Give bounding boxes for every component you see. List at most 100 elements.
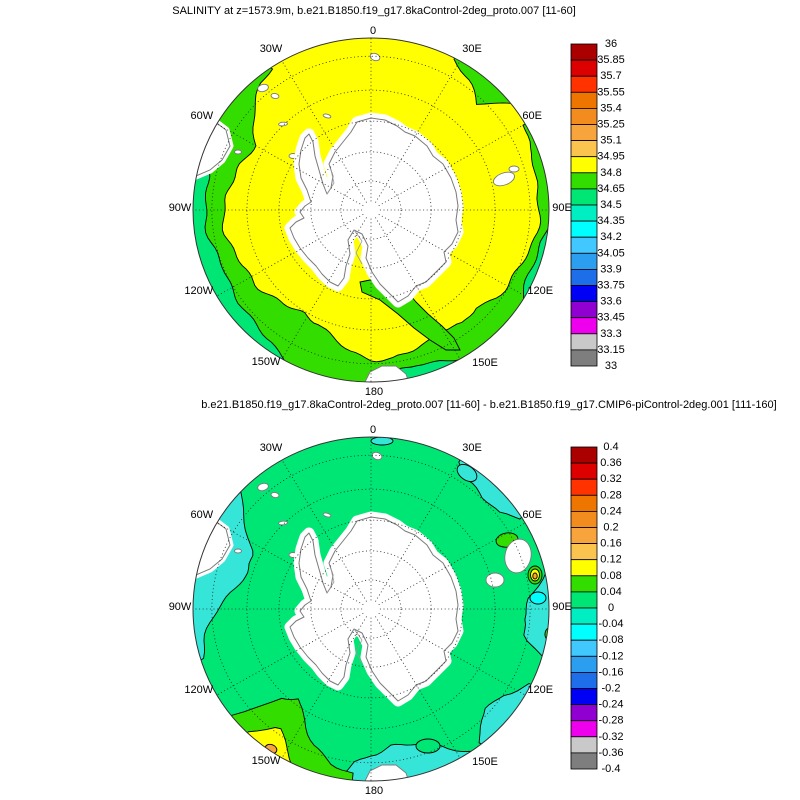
latitude-circle [246, 488, 496, 730]
colorbar-tick-label: 33.3 [600, 328, 621, 340]
colorbar-tick-label: -0.04 [598, 618, 623, 630]
colorbar-swatch [570, 720, 598, 738]
colorbar-tick-label: 0.28 [600, 489, 621, 501]
longitude-label: 180 [365, 785, 383, 797]
meridian-line [375, 459, 461, 602]
longitude-label: 60W [190, 110, 213, 122]
colorbar-swatch [570, 672, 598, 689]
new-zealand-mask [363, 365, 411, 382]
colorbar-tick-label: 35.4 [600, 102, 621, 114]
colorbar-tick-label: 33 [605, 360, 617, 372]
longitude-label: 0 [370, 25, 376, 37]
island [508, 165, 520, 173]
colorbar-swatch [570, 575, 598, 593]
longitude-label: 30W [260, 43, 283, 55]
colorbar-swatch [570, 172, 598, 190]
ice-shelf-edge [326, 169, 335, 195]
colorbar-tick-label: 34.95 [597, 151, 625, 163]
colorbar-swatch [570, 655, 598, 673]
meridian-line [281, 616, 367, 759]
ice-shelf-edge [353, 229, 363, 265]
colorbar-swatch [570, 108, 598, 125]
longitude-label: 120W [184, 684, 213, 696]
colorbar-tick-label: 36 [605, 38, 617, 50]
colorbar-tick-label: -0.28 [598, 715, 623, 727]
map-top: 0 30E 60E 90E 120E 150E 180 150W 120W 90W 60W 30W [169, 25, 572, 398]
contour-patch [532, 572, 538, 580]
colorbar-tick-label: 0.32 [600, 473, 621, 485]
latitude-circle [211, 55, 531, 365]
colorbar-swatch [570, 156, 598, 174]
longitude-label: 90W [169, 202, 192, 214]
meridian-line [375, 60, 461, 203]
colorbar-tick-label: -0.12 [598, 650, 623, 662]
longitude-label: 0 [370, 424, 376, 436]
longitude-label: 90W [169, 601, 192, 613]
panel-title-top: SALINITY at z=1573.9m, b.e21.B1850.f19_g… [172, 5, 576, 17]
longitude-label: 60E [522, 509, 542, 521]
colorbar-swatch [570, 285, 598, 303]
colorbar-tick-label: -0.36 [598, 747, 623, 759]
colorbar-swatch [570, 494, 598, 512]
colorbar-swatch [570, 91, 598, 109]
colorbar-tick-label: 0.04 [600, 586, 621, 598]
island [485, 572, 505, 588]
colorbar-swatch [570, 140, 598, 158]
colorbar-tick-label: 35.1 [600, 135, 621, 147]
colorbar-swatch [570, 704, 598, 722]
island [278, 520, 288, 526]
colorbar-tick-label: -0.08 [598, 634, 623, 646]
ice-shelf-edge [353, 628, 363, 664]
colorbar-swatch [570, 268, 598, 286]
island [493, 171, 515, 187]
colorbar-tick-label: 34.65 [597, 183, 625, 195]
longitude-label: 60E [522, 110, 542, 122]
colorbar-tick-label: -0.16 [598, 666, 623, 678]
longitude-label: 150E [472, 357, 498, 369]
colorbar-tick-label: 0.08 [600, 570, 621, 582]
island [322, 113, 332, 119]
latitude-circle [340, 180, 402, 240]
colorbar-swatch [570, 559, 598, 577]
colorbar-top: 36 35.85 35.7 35.55 35.4 35.25 35.1 34.95 34.8 34… [570, 38, 625, 372]
colorbar-tick-label: 33.9 [600, 263, 621, 275]
new-zealand-mask [363, 764, 411, 781]
colorbar-swatch [570, 446, 598, 464]
colorbar-swatch [570, 736, 598, 754]
latitude-circle [211, 454, 531, 764]
colorbar-swatch [570, 252, 598, 270]
colorbar-swatch [570, 688, 598, 706]
colorbar-swatch [570, 543, 598, 561]
colorbar-swatch [570, 43, 598, 61]
longitude-label: 150W [252, 356, 281, 368]
colorbar-tick-label: 35.85 [597, 54, 625, 66]
colorbar-swatch [570, 462, 598, 480]
longitude-label: 30E [462, 43, 482, 55]
colorbar-tick-label: 0 [608, 602, 614, 614]
colorbar-swatch [570, 204, 598, 222]
colorbar-swatch [570, 349, 598, 367]
colorbar-swatch [570, 188, 598, 206]
meridian-line [281, 217, 367, 360]
colorbar-swatch [570, 220, 598, 238]
longitude-label: 90E [552, 202, 572, 214]
longitude-label: 30E [462, 442, 482, 454]
antarctica-landmass [289, 117, 459, 303]
island [270, 92, 280, 100]
longitude-label: 120E [527, 285, 553, 297]
panel-title-bottom: b.e21.B1850.f19_g17.8kaControl-2deg_prot… [201, 399, 777, 411]
longitude-label: 60W [190, 509, 213, 521]
island [369, 52, 381, 62]
colorbar-swatch [570, 752, 598, 770]
ice-shelf-edge [326, 568, 335, 594]
colorbar-tick-label: 33.75 [597, 280, 625, 292]
colorbar-swatch [570, 623, 598, 641]
colorbar-tick-label: 34.2 [600, 231, 621, 243]
map-bottom: 0 30E 60E 90E 120E 150E 180 150W 120W 90W 60W 30W [169, 424, 572, 797]
contour-patch [193, 486, 254, 666]
island [322, 512, 332, 518]
colorbar-tick-label: 0.2 [603, 522, 618, 534]
map-clipped-content [193, 437, 549, 781]
